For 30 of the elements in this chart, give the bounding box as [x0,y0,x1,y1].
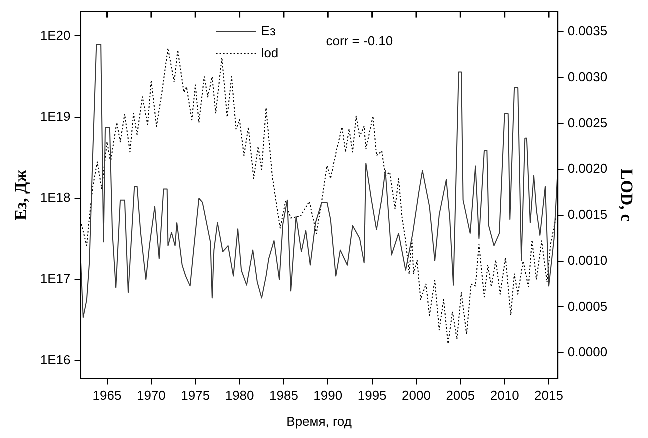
x-tick-label: 1990 [314,388,343,404]
y2-axis-title: LOD, с [617,168,636,222]
y-axis-title: Ез, Дж [12,169,31,221]
x-tick-label: 2000 [402,388,431,404]
x-tick-label: 2010 [490,388,520,404]
y2-tick-label: 0.0025 [568,115,608,130]
legend-label: Ез [261,23,276,38]
x-tick-label: 1985 [270,388,298,404]
y-tick-label: 1E18 [40,190,71,206]
y-tick-label: 1E19 [40,108,71,124]
y-tick-label: 1E16 [40,352,71,368]
y2-tick-label: 0.0000 [568,344,608,360]
y-tick-label: 1E17 [40,271,71,286]
y2-tick-label: 0.0005 [568,298,608,314]
y2-tick-label: 0.0030 [568,69,608,84]
x-tick-label: 1975 [181,388,210,404]
x-tick-label: 1995 [358,388,387,404]
x-tick-label: 1980 [225,388,254,404]
legend-label: lod [261,45,279,60]
x-tick-label: 2005 [446,388,476,404]
y2-tick-label: 0.0015 [568,207,608,222]
y2-tick-label: 0.0035 [568,24,608,39]
y2-tick-label: 0.0020 [568,161,608,176]
y2-tick-label: 0.0010 [568,252,608,268]
x-tick-label: 2015 [534,388,564,404]
x-axis-title: Время, год [286,414,352,429]
annotation: corr = -0.10 [326,33,394,48]
x-tick-label: 1970 [136,388,166,404]
y-tick-label: 1E20 [40,28,71,43]
x-tick-label: 1965 [92,388,122,404]
